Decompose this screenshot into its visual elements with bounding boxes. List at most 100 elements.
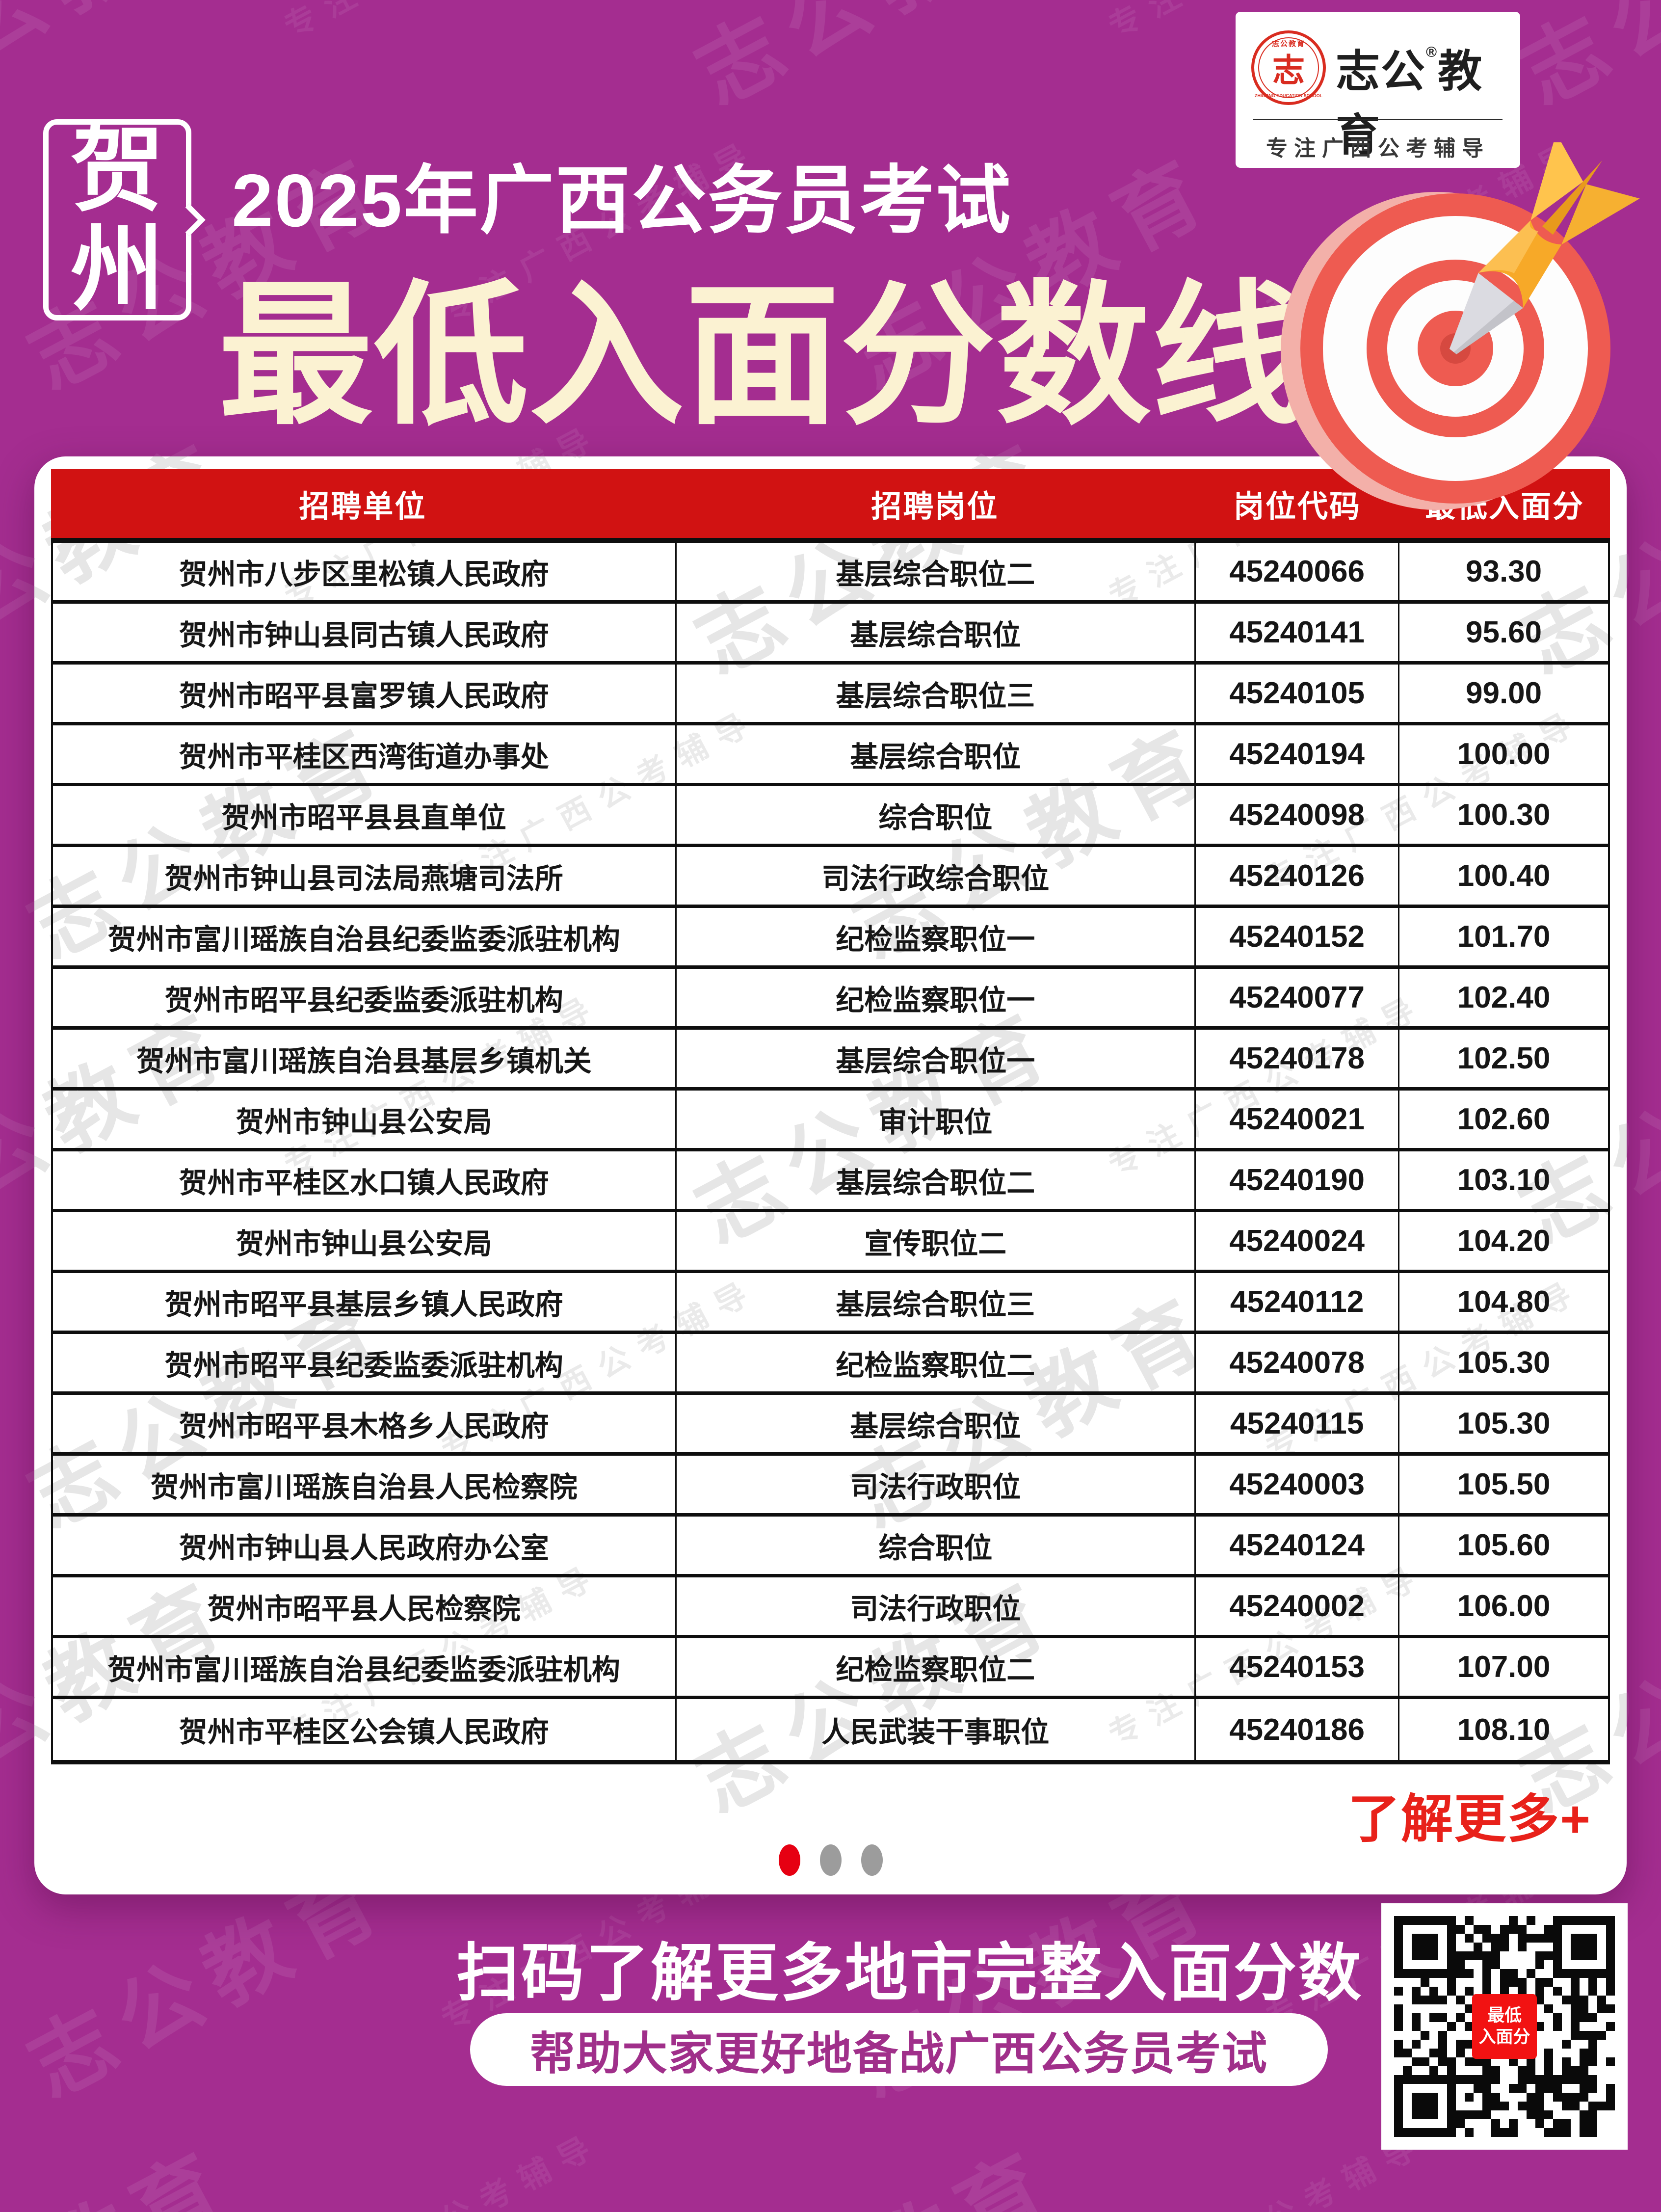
- unit-cell: 贺州市富川瑶族自治县人民检察院: [150, 1471, 578, 1503]
- qr-module: [1465, 1951, 1474, 1960]
- qr-module: [1588, 1934, 1597, 1943]
- qr-module: [1491, 1943, 1500, 1951]
- qr-label-line2: 入面分: [1478, 2027, 1530, 2047]
- qr-module: [1482, 2128, 1491, 2137]
- qr-module: [1394, 1916, 1403, 1925]
- qr-module: [1518, 1978, 1527, 1987]
- post-cell: 审计职位: [675, 1091, 1194, 1148]
- qr-module: [1544, 1951, 1553, 1960]
- qr-module: [1465, 2110, 1474, 2119]
- qr-module: [1562, 1969, 1571, 1978]
- qr-module: [1500, 2066, 1509, 2075]
- qr-module: [1429, 2110, 1438, 2119]
- qr-module: [1491, 2119, 1500, 2128]
- qr-module: [1562, 2084, 1571, 2093]
- qr-module: [1553, 2049, 1562, 2057]
- qr-module: [1438, 2066, 1447, 2075]
- qr-module: [1447, 2057, 1456, 2066]
- qr-module: [1597, 1916, 1606, 1925]
- pager-dot[interactable]: [819, 1844, 842, 1876]
- qr-module: [1456, 1978, 1465, 1987]
- qr-module: [1394, 1951, 1403, 1960]
- qr-module: [1580, 2093, 1588, 2102]
- qr-module: [1465, 1916, 1474, 1925]
- pager-dot-active[interactable]: [778, 1844, 800, 1876]
- qr-module: [1447, 2049, 1456, 2057]
- post-cell: 纪检监察职位二: [675, 1334, 1194, 1391]
- qr-module: [1571, 2049, 1580, 2057]
- qr-module: [1438, 2110, 1447, 2119]
- qr-module: [1571, 2075, 1580, 2084]
- qr-module: [1456, 1925, 1465, 1934]
- qr-module: [1597, 1943, 1606, 1951]
- seal-character: 志: [1272, 52, 1305, 88]
- qr-module: [1580, 2119, 1588, 2128]
- qr-module: [1447, 1951, 1456, 1960]
- qr-module: [1509, 2075, 1518, 2084]
- qr-module: [1606, 2084, 1615, 2093]
- qr-module: [1421, 2057, 1429, 2066]
- table-row: 贺州市钟山县公安局 审计职位 45240021 102.60: [53, 1091, 1608, 1151]
- qr-module: [1509, 2066, 1518, 2075]
- qr-module: [1571, 2057, 1580, 2066]
- unit-cell: 贺州市钟山县人民政府办公室: [179, 1532, 549, 1564]
- qr-module: [1474, 1916, 1482, 1925]
- qr-module: [1456, 2031, 1465, 2040]
- seal-inner-ring: [1258, 37, 1319, 98]
- qr-module: [1535, 2057, 1544, 2066]
- qr-module: [1544, 2075, 1553, 2084]
- qr-module: [1482, 2066, 1491, 2075]
- score-cell: 101.70: [1398, 908, 1608, 965]
- qr-module: [1465, 1978, 1474, 1987]
- qr-module: [1447, 2013, 1456, 2022]
- qr-module: [1597, 1951, 1606, 1960]
- qr-module: [1544, 1916, 1553, 1925]
- qr-module: [1429, 1951, 1438, 1960]
- qr-module: [1597, 1934, 1606, 1943]
- qr-module: [1429, 2102, 1438, 2110]
- qr-module: [1474, 2075, 1482, 2084]
- qr-module: [1518, 2057, 1527, 2066]
- qr-module: [1553, 1978, 1562, 1987]
- qr-module: [1509, 1951, 1518, 1960]
- qr-module: [1456, 2040, 1465, 2049]
- pager-dot[interactable]: [861, 1844, 883, 1876]
- qr-module: [1447, 2093, 1456, 2102]
- logo-divider: [1253, 119, 1503, 120]
- qr-module: [1412, 1987, 1421, 1996]
- score-cell: 102.40: [1398, 969, 1608, 1026]
- qr-module: [1394, 1978, 1403, 1987]
- qr-module: [1465, 2013, 1474, 2022]
- qr-module: [1500, 2119, 1509, 2128]
- qr-module: [1535, 1943, 1544, 1951]
- qr-module: [1491, 1978, 1500, 1987]
- score-cell: 105.50: [1398, 1456, 1608, 1513]
- unit-cell: 贺州市昭平县富罗镇人民政府: [179, 680, 549, 712]
- qr-module: [1456, 2066, 1465, 2075]
- post-cell: 基层综合职位: [675, 604, 1194, 661]
- qr-module: [1403, 1925, 1412, 1934]
- qr-module: [1465, 2057, 1474, 2066]
- qr-module: [1394, 2102, 1403, 2110]
- qr-module: [1421, 2066, 1429, 2075]
- qr-module: [1571, 2128, 1580, 2137]
- qr-module: [1518, 2102, 1527, 2110]
- qr-module: [1535, 1969, 1544, 1978]
- qr-module: [1403, 2031, 1412, 2040]
- qr-module: [1447, 1978, 1456, 1987]
- score-cell: 103.10: [1398, 1151, 1608, 1209]
- qr-module: [1403, 1934, 1412, 1943]
- qr-module: [1544, 1943, 1553, 1951]
- qr-module: [1544, 2013, 1553, 2022]
- qr-module: [1562, 1996, 1571, 2004]
- qr-module: [1571, 1969, 1580, 1978]
- qr-module: [1421, 2022, 1429, 2031]
- qr-module: [1518, 1951, 1527, 1960]
- qr-module: [1509, 1960, 1518, 1969]
- qr-module: [1421, 1934, 1429, 1943]
- qr-module: [1588, 2040, 1597, 2049]
- learn-more-link[interactable]: 了解更多+: [1348, 1790, 1591, 1848]
- qr-module: [1588, 1943, 1597, 1951]
- post-cell: 基层综合职位一: [675, 1030, 1194, 1087]
